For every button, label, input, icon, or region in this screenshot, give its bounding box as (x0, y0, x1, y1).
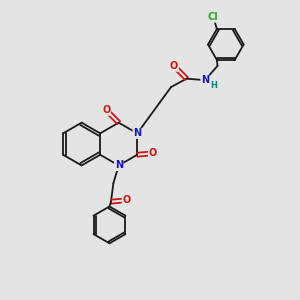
Text: Cl: Cl (208, 12, 219, 22)
Text: O: O (102, 105, 110, 115)
Text: O: O (170, 61, 178, 71)
Text: O: O (122, 195, 130, 205)
Text: H: H (210, 81, 217, 90)
Text: O: O (148, 148, 157, 158)
Text: N: N (201, 75, 209, 85)
Text: N: N (115, 160, 123, 170)
Text: N: N (133, 128, 141, 138)
